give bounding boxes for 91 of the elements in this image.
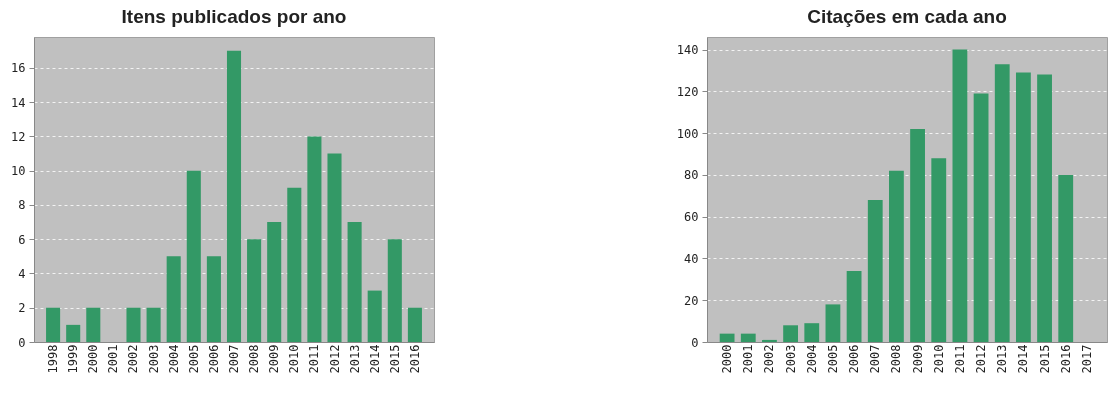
bar — [146, 307, 161, 342]
bar — [287, 187, 302, 342]
y-tick-label: 120 — [676, 84, 699, 99]
bar — [825, 304, 841, 342]
x-tick-label: 2002 — [762, 344, 777, 374]
x-tick-label: 2003 — [783, 344, 798, 374]
bar — [86, 307, 101, 342]
bar — [910, 128, 925, 342]
bar — [206, 256, 221, 342]
x-tick-label: 2011 — [952, 344, 967, 374]
chart-title: Itens publicados por ano — [121, 6, 347, 27]
bar — [1058, 174, 1074, 342]
y-tick-label: 2 — [18, 301, 26, 316]
x-tick-label: 2002 — [126, 344, 141, 374]
bar — [367, 290, 382, 342]
bar — [952, 49, 968, 342]
x-tick-label: 2007 — [227, 344, 241, 374]
x-tick-label: 2006 — [847, 344, 862, 374]
bar — [226, 50, 242, 342]
x-tick-label: 1998 — [46, 344, 61, 374]
x-tick-label: 2012 — [327, 344, 342, 374]
x-tick-label: 2005 — [825, 344, 840, 374]
bar — [46, 307, 61, 342]
x-tick-label: 2014 — [367, 344, 382, 374]
y-tick-label: 16 — [11, 61, 26, 76]
bar — [166, 256, 181, 342]
x-tick-label: 2008 — [247, 344, 262, 374]
bar — [867, 199, 883, 342]
x-tick-label: 2006 — [206, 344, 221, 374]
y-tick-label: 60 — [684, 210, 699, 225]
bar — [126, 307, 141, 342]
x-tick-label: 2008 — [889, 344, 904, 374]
x-tick-label: 2016 — [1058, 344, 1073, 374]
x-tick-label: 2016 — [407, 344, 422, 374]
x-tick-label: 2013 — [347, 344, 362, 374]
y-tick-label: 100 — [676, 126, 699, 141]
bar — [973, 93, 989, 342]
x-tick-label: 2001 — [106, 344, 121, 374]
x-tick-label: 2015 — [1037, 344, 1052, 374]
bar — [407, 307, 422, 342]
bar — [783, 325, 799, 342]
y-tick-label: 0 — [691, 335, 699, 350]
y-tick-label: 4 — [18, 266, 26, 281]
bar — [762, 339, 777, 342]
x-tick-label: 2004 — [166, 344, 181, 374]
x-tick-label: 2004 — [804, 344, 819, 374]
bar — [267, 222, 282, 342]
x-tick-label: 2017 — [1079, 344, 1094, 374]
bar — [327, 153, 342, 342]
x-tick-label: 2007 — [868, 344, 883, 374]
bar — [931, 158, 947, 342]
x-tick-label: 2015 — [387, 344, 402, 374]
x-tick-label: 2001 — [741, 344, 756, 374]
x-tick-label: 2009 — [267, 344, 282, 374]
y-tick-label: 14 — [11, 95, 26, 110]
y-tick-label: 6 — [18, 232, 26, 247]
bar — [1037, 74, 1052, 342]
bar — [186, 170, 201, 342]
y-tick-label: 80 — [684, 168, 699, 183]
x-tick-label: 2000 — [86, 344, 101, 374]
x-tick-label: 2000 — [720, 344, 735, 374]
y-tick-label: 20 — [684, 293, 699, 308]
x-tick-label: 2010 — [931, 344, 946, 374]
bar — [846, 270, 862, 342]
x-tick-label: 1999 — [66, 344, 81, 374]
bar — [889, 170, 904, 342]
y-tick-label: 40 — [684, 251, 699, 266]
y-tick-label: 10 — [11, 164, 26, 179]
x-tick-label: 2012 — [974, 344, 989, 374]
bar — [1015, 72, 1031, 342]
x-tick-label: 2014 — [1016, 344, 1031, 374]
bar — [247, 239, 262, 342]
bar — [994, 64, 1010, 342]
y-tick-label: 8 — [18, 198, 26, 213]
x-tick-label: 2013 — [995, 344, 1010, 374]
y-tick-label: 0 — [18, 335, 26, 350]
y-tick-label: 140 — [676, 43, 699, 58]
x-tick-label: 2003 — [146, 344, 161, 374]
x-tick-label: 2011 — [307, 344, 322, 374]
y-tick-label: 12 — [11, 129, 26, 144]
bar — [804, 323, 820, 342]
bar — [387, 239, 402, 342]
bar — [307, 136, 322, 342]
bar — [740, 333, 756, 342]
bar — [719, 333, 735, 342]
x-tick-label: 2010 — [287, 344, 302, 374]
x-tick-label: 2005 — [186, 344, 201, 374]
x-tick-label: 2009 — [910, 344, 925, 374]
chart-title: Citações em cada ano — [807, 6, 1007, 27]
bar — [347, 222, 362, 342]
bar — [66, 324, 81, 342]
